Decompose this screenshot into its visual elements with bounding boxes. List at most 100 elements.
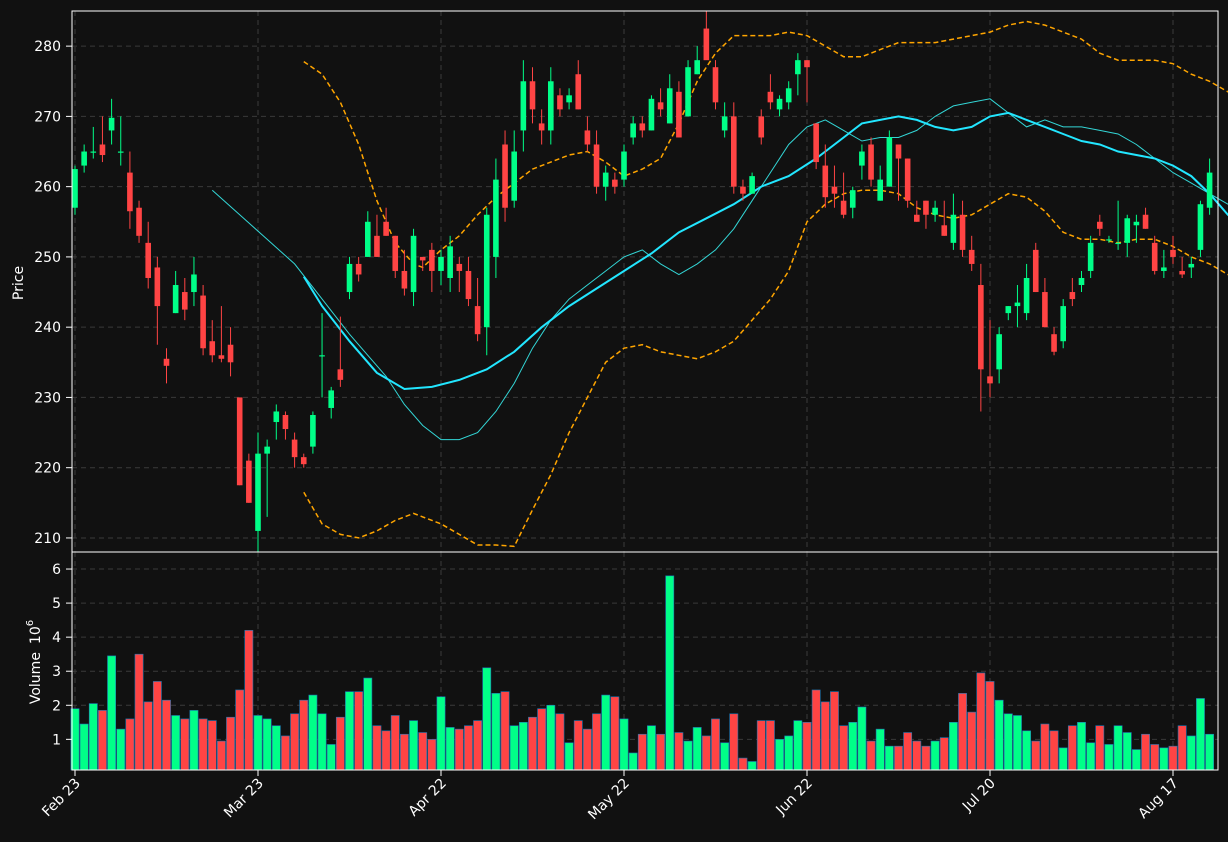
volume-bar [894,745,903,771]
candle-body [648,98,655,131]
volume-bar [756,720,766,771]
volume-bar [226,716,235,771]
volume-bar [363,677,373,771]
volume-bar [409,720,418,771]
volume-bar [592,713,601,771]
volume-bar [839,725,848,771]
volume-bar [171,715,181,771]
volume-bar [235,689,245,771]
candle-body [447,246,453,278]
volume-bar [454,728,464,771]
volume-bar [875,728,885,771]
candle-body [474,306,481,335]
volume-bar [1150,744,1160,771]
volume-axis-label: Volume 106 [25,620,44,704]
candle-body [127,172,133,212]
volume-bar [317,713,327,771]
volume-bar [88,703,98,771]
volume-bar [921,745,931,771]
volume-bar [464,725,473,771]
volume-bar [546,704,556,771]
candle-body [337,369,344,380]
candle-body [676,91,682,138]
volume-tick-label: 1 [52,732,61,748]
volume-bar [619,718,629,771]
candle-body [904,158,911,201]
volume-bar [207,720,217,771]
candle-body [1188,263,1195,268]
candle-body [950,214,957,243]
candle-body [776,98,783,110]
volume-bar [793,720,803,771]
volume-bar [948,722,958,771]
volume-bar [418,732,428,771]
candle-body [365,221,371,257]
volume-bar [1159,747,1169,771]
candle-body [859,151,865,166]
volume-bar [1196,698,1205,771]
volume-bar [354,691,364,771]
volume-bar [811,689,821,771]
volume-axis-ticks: 1 2 3 4 5 6 [52,562,72,748]
candle-body [419,256,426,261]
price-tick-label: 210 [34,531,61,547]
candle-body [191,274,197,293]
candle-body [758,116,765,138]
candle-body [593,144,600,187]
price-tick-label: 270 [34,109,61,125]
candle-body [712,67,719,103]
volume-bar [1086,742,1096,771]
candle-body [1106,239,1112,241]
volume-bar [299,699,309,771]
candle-body [548,81,554,131]
volume-bar [775,739,784,771]
candle-body [392,235,399,271]
volume-bar [345,691,354,771]
volume-bar [1104,744,1114,771]
candle-body [1078,277,1085,286]
volume-bar [271,725,281,771]
price-axis-ticks: 210 220 230 240 250 260 270 280 [34,39,72,547]
candle-body [456,263,463,271]
volume-bar [262,718,272,771]
volume-bar [399,733,409,771]
volume-bar [1040,723,1050,771]
candle-body [749,176,755,194]
slow-moving-average-line [302,111,1228,391]
volume-tick-label: 5 [52,596,61,612]
candle-body [218,355,225,359]
volume-bar [564,742,574,771]
volume-bar [1177,725,1187,771]
volume-bar [610,696,620,771]
volume-bar [912,740,922,771]
candle-body [978,285,984,370]
volume-bar [107,655,116,771]
candle-body [163,358,170,366]
candle-body [740,186,746,194]
volume-bar [143,701,153,771]
candle-body [136,207,142,236]
volume-bar [125,718,135,771]
candle-body [557,95,563,110]
volume-bar [665,575,675,771]
candle-body [529,81,536,110]
volume-bar [427,739,437,771]
candle-body [703,28,710,61]
candle-body [520,81,527,131]
volume-tick-label: 2 [52,698,61,714]
candle-body [1014,302,1021,307]
volume-bar [281,735,290,771]
volume-bar [647,725,656,771]
candle-body [1115,242,1121,245]
candle-body [666,88,673,124]
volume-bar [1095,725,1105,771]
candle-body [72,169,78,208]
candle-body [465,270,472,300]
price-axis-label: Price [11,266,27,300]
candle-body [182,292,188,310]
candle-body [383,221,389,236]
volume-exponent-power: 6 [25,620,36,626]
volume-bar [335,716,345,771]
candle-body [154,267,161,307]
volume-bar [189,710,199,771]
